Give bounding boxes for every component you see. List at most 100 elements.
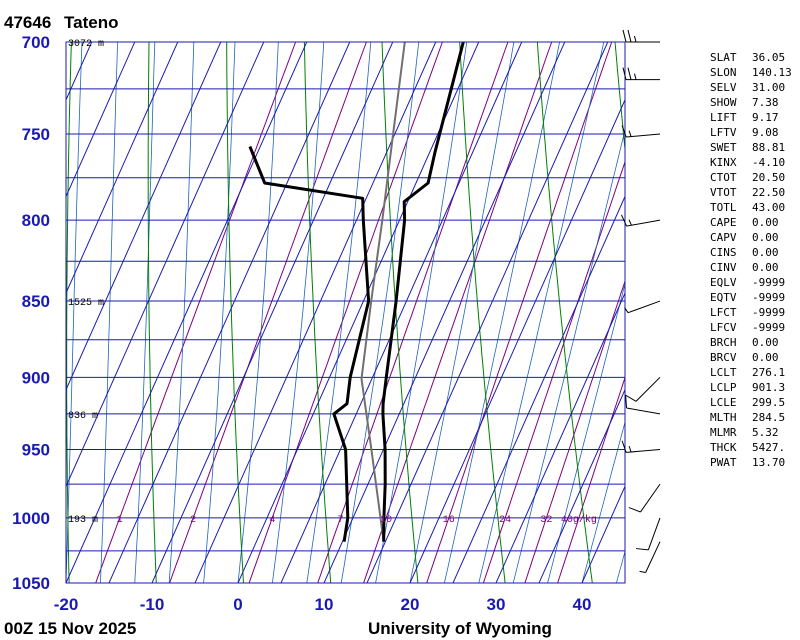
wind-barb-2 (628, 483, 661, 513)
index-value-lfct: -9999 (752, 306, 785, 319)
stability-indices: SLAT 36.05 SLON 140.13 SELV 31.00 SHOW 7.38 LIFT… (710, 51, 792, 469)
index-key-cape: CAPE (710, 216, 737, 229)
index-key-lcle: LCLE (710, 396, 737, 409)
index-key-lclp: LCLP (710, 381, 737, 394)
footer-source: University of Wyoming (368, 619, 552, 638)
index-key-pwat: PWAT (710, 456, 737, 469)
wind-barb-6 (624, 300, 661, 314)
temperature-tick-30: 30 (487, 595, 506, 614)
index-value-capv: 0.00 (752, 231, 779, 244)
index-key-capv: CAPV (710, 231, 737, 244)
pressure-tick-850: 850 (22, 292, 50, 311)
moist-adiabat-4 (272, 42, 325, 583)
wind-barb-staff (626, 133, 661, 138)
index-value-totl: 43.00 (752, 201, 785, 214)
index-key-slon: SLON (710, 66, 737, 79)
wind-barb-0 (639, 541, 661, 574)
isotherm-25 (452, 195, 625, 583)
index-value-eqtv: -9999 (752, 291, 785, 304)
height-label-3: 193 m (68, 515, 98, 526)
isotherm--10 (151, 42, 394, 583)
station-name: Tateno (64, 13, 118, 32)
isotherm-10 (323, 42, 566, 583)
dry-adiabat-270 (226, 42, 245, 583)
index-value-show: 7.38 (752, 96, 779, 109)
index-value-lclt: 276.1 (752, 366, 785, 379)
mixing-ratio-line-6 (482, 160, 625, 583)
temperature-tick-40: 40 (573, 595, 592, 614)
wind-barb-flag (636, 548, 649, 551)
wind-barb-flag (621, 214, 627, 227)
wind-barb-staff (635, 376, 661, 402)
index-key-ctot: CTOT (710, 171, 737, 184)
wind-barbs (621, 29, 661, 574)
pressure-tick-1050: 1050 (12, 574, 50, 593)
moist-adiabat-24 (444, 42, 561, 583)
index-key-brch: BRCH (710, 336, 737, 349)
plot-area (66, 42, 625, 583)
index-value-kinx: -4.10 (752, 156, 785, 169)
index-value-lfcv: -9999 (752, 321, 785, 334)
index-value-thck: 5427. (752, 441, 785, 454)
dry-adiabat-300 (459, 42, 506, 583)
mixing-ratio-line-8 (557, 376, 625, 583)
index-value-selv: 31.00 (752, 81, 785, 94)
index-key-vtot: VTOT (710, 186, 737, 199)
wind-barb-staff (645, 541, 661, 573)
wind-barb-half-flag (634, 35, 637, 43)
index-value-lcle: 299.5 (752, 396, 785, 409)
index-value-brcv: 0.00 (752, 351, 779, 364)
mixing-ratio-line-7 (524, 279, 625, 583)
moist-adiabat-40 (581, 420, 625, 583)
pressure-tick-700: 700 (22, 33, 50, 52)
index-value-pwat: 13.70 (752, 456, 785, 469)
wind-barb-flag (627, 67, 632, 80)
index-key-swet: SWET (710, 141, 737, 154)
wind-barb-flag (621, 125, 627, 138)
isotherm--30 (66, 42, 222, 391)
mixing-ratio-label-4: 10 (380, 515, 392, 526)
index-value-mlth: 284.5 (752, 411, 785, 424)
wind-barb-half-flag (628, 130, 632, 137)
wind-barb-flag (627, 29, 632, 43)
wind-barb-staff (626, 219, 661, 227)
index-key-totl: TOTL (710, 201, 737, 214)
index-key-show: SHOW (710, 96, 737, 109)
index-value-brch: 0.00 (752, 336, 779, 349)
moist-adiabat-36 (547, 282, 625, 583)
isotherm--5 (194, 42, 437, 583)
mixing-ratio-lines (95, 42, 625, 583)
dry-adiabat-250 (66, 42, 72, 583)
height-label-1: 1525 m (68, 298, 104, 309)
index-key-lfct: LFCT (710, 306, 737, 319)
temperature-tick-10: 10 (315, 595, 334, 614)
mixing-ratio-label-2: 4 (269, 515, 275, 526)
index-key-thck: THCK (710, 441, 737, 454)
wind-barb-half-flag (634, 73, 637, 80)
wind-barb-10 (622, 29, 660, 43)
mixing-ratio-label-7: 32 (540, 515, 552, 526)
dewpoint-profile-line (248, 145, 371, 542)
wind-barb-half-flag (639, 570, 646, 574)
temperature-tick-20: 20 (401, 595, 420, 614)
wind-barb-1 (636, 517, 661, 551)
wind-barb-flag (628, 507, 641, 513)
moist-adiabat-44 (616, 550, 625, 583)
footer-time: 00Z 15 Nov 2025 (4, 619, 136, 638)
index-value-swet: 88.81 (752, 141, 785, 154)
temperature-tick--20: -20 (54, 595, 79, 614)
mixing-ratio-label-8: 40g/kg (561, 514, 597, 526)
index-value-vtot: 22.50 (752, 186, 785, 199)
wind-barb-half-flag (624, 307, 629, 313)
isotherm--35 (66, 42, 179, 295)
isotherm--15 (108, 42, 351, 583)
wind-barb-flag (625, 395, 628, 409)
pressure-tick-950: 950 (22, 440, 50, 459)
wind-barb-staff (627, 300, 661, 314)
temperature-tick-0: 0 (233, 595, 242, 614)
wind-barb-7 (621, 214, 661, 227)
mixing-ratio-label-3: 7 (337, 515, 343, 526)
station-id: 47646 (4, 13, 51, 32)
pressure-tick-1000: 1000 (12, 509, 50, 528)
